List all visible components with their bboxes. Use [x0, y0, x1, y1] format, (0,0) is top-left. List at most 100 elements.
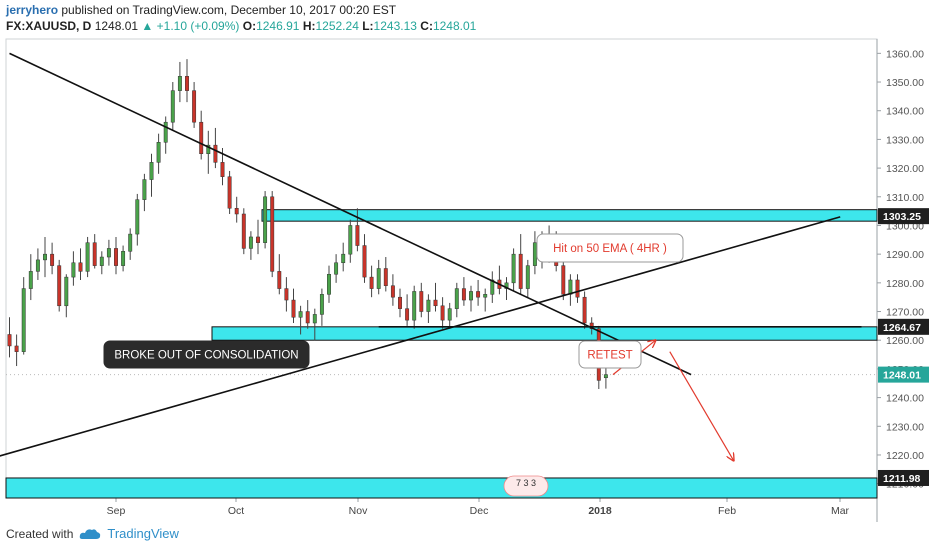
candle-up[interactable]: [490, 279, 495, 295]
brand-name[interactable]: TradingView: [107, 526, 179, 541]
candle-down[interactable]: [440, 305, 445, 321]
candle-down[interactable]: [398, 296, 402, 309]
candle-up[interactable]: [348, 225, 353, 255]
candle-up[interactable]: [106, 248, 111, 258]
candle-down[interactable]: [589, 322, 594, 329]
candle-up[interactable]: [71, 262, 76, 278]
candle-down[interactable]: [369, 276, 374, 289]
change-arrow-icon: ▲: [141, 19, 154, 33]
candle-down[interactable]: [284, 288, 289, 301]
candle-up[interactable]: [469, 291, 473, 301]
y-tick-label: 1280.00: [886, 278, 924, 290]
candle-up[interactable]: [142, 179, 147, 200]
candle-down[interactable]: [14, 345, 19, 352]
candle-down[interactable]: [419, 291, 424, 312]
candle-down[interactable]: [355, 225, 360, 246]
candle-up[interactable]: [149, 162, 154, 180]
candle-down[interactable]: [78, 262, 83, 272]
candle-up[interactable]: [603, 374, 608, 379]
candle-up[interactable]: [263, 196, 268, 243]
candle-down[interactable]: [270, 196, 275, 272]
candle-down[interactable]: [185, 76, 189, 91]
candle-up[interactable]: [334, 262, 339, 275]
low-label: L:: [362, 19, 374, 33]
candle-down[interactable]: [7, 334, 12, 347]
support-resistance-zone[interactable]: [261, 209, 878, 222]
candle-down[interactable]: [220, 162, 225, 177]
candle-down[interactable]: [405, 308, 410, 321]
events-badge[interactable]: [503, 475, 549, 497]
candle-down[interactable]: [575, 279, 580, 298]
candle-up[interactable]: [135, 199, 140, 235]
candle-up[interactable]: [64, 276, 69, 307]
candle-up[interactable]: [43, 253, 47, 261]
annotation-box[interactable]: [103, 340, 310, 369]
price-axis-tag-label: 1211.98: [883, 473, 921, 485]
candle-up[interactable]: [511, 253, 516, 284]
candle-up[interactable]: [454, 288, 459, 309]
candle-down[interactable]: [241, 213, 246, 249]
candle-up[interactable]: [341, 253, 346, 264]
candle-up[interactable]: [206, 144, 211, 155]
candle-up[interactable]: [248, 236, 253, 249]
candle-up[interactable]: [170, 90, 175, 123]
y-tick-label: 1270.00: [886, 307, 924, 319]
candle-down[interactable]: [114, 248, 118, 266]
candle-down[interactable]: [277, 271, 282, 289]
candle-down[interactable]: [199, 121, 204, 154]
candle-down[interactable]: [383, 268, 388, 286]
candle-down[interactable]: [561, 265, 566, 295]
candle-down[interactable]: [92, 242, 97, 266]
candle-up[interactable]: [568, 279, 573, 295]
support-resistance-zone[interactable]: [5, 477, 878, 499]
down-arrow[interactable]: [669, 351, 734, 461]
candle-up[interactable]: [327, 273, 331, 295]
candle-up[interactable]: [426, 299, 431, 312]
candle-up[interactable]: [532, 242, 537, 266]
candle-up[interactable]: [298, 311, 303, 318]
candle-down[interactable]: [518, 253, 523, 289]
candle-up[interactable]: [177, 76, 182, 91]
ascending-trendline[interactable]: [0, 216, 841, 469]
annotation-box[interactable]: [536, 233, 684, 263]
candle-up[interactable]: [447, 308, 452, 321]
candle-up[interactable]: [376, 268, 381, 289]
price-axis-tag: [878, 208, 929, 225]
x-tick-label: Mar: [831, 505, 850, 517]
support-resistance-zone[interactable]: [211, 326, 878, 341]
candle-up[interactable]: [319, 294, 324, 315]
candle-up[interactable]: [163, 121, 168, 143]
candle-up[interactable]: [412, 291, 417, 321]
candle-down[interactable]: [305, 311, 310, 324]
annotation-box[interactable]: [578, 340, 642, 369]
candle-down[interactable]: [234, 208, 239, 215]
candle-up[interactable]: [28, 271, 33, 289]
candle-up[interactable]: [312, 314, 317, 324]
author-name[interactable]: jerryhero: [6, 3, 59, 17]
candle-up[interactable]: [156, 142, 161, 163]
candle-up[interactable]: [99, 256, 104, 266]
candle-up[interactable]: [85, 242, 90, 272]
candle-up[interactable]: [504, 282, 509, 289]
candle-down[interactable]: [192, 90, 197, 123]
candle-down[interactable]: [582, 296, 587, 324]
candle-down[interactable]: [57, 265, 62, 307]
candle-up[interactable]: [525, 265, 530, 289]
candle-up[interactable]: [35, 259, 40, 272]
candle-up[interactable]: [128, 233, 133, 252]
candle-down[interactable]: [291, 299, 296, 318]
candle-down[interactable]: [390, 285, 395, 298]
candle-down[interactable]: [433, 299, 438, 307]
candle-down[interactable]: [476, 291, 481, 298]
candle-down[interactable]: [461, 288, 466, 301]
candle-down[interactable]: [256, 236, 260, 243]
candle-up[interactable]: [483, 294, 488, 298]
candle-down[interactable]: [227, 176, 232, 209]
candle-down[interactable]: [50, 253, 55, 266]
descending-trendline[interactable]: [9, 52, 692, 376]
candle-down[interactable]: [213, 144, 218, 163]
candle-up[interactable]: [21, 288, 26, 352]
candle-down[interactable]: [362, 245, 367, 278]
candle-up[interactable]: [121, 251, 126, 266]
